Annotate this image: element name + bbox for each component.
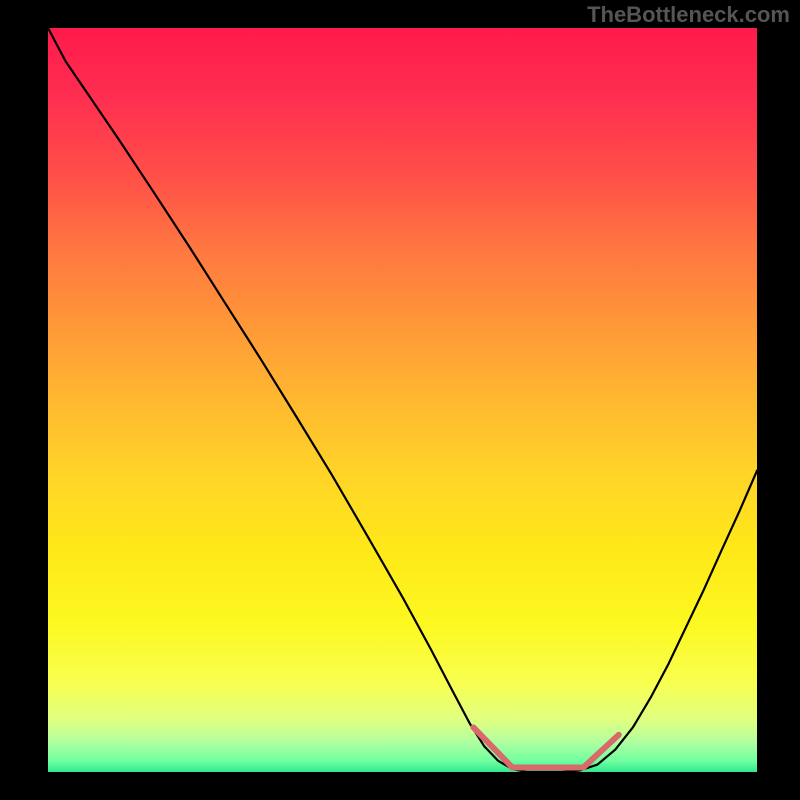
chart-curve-layer [48,28,757,772]
bottleneck-curve [48,28,757,772]
valley-marker-a [473,727,512,767]
watermark-text: TheBottleneck.com [587,2,790,28]
